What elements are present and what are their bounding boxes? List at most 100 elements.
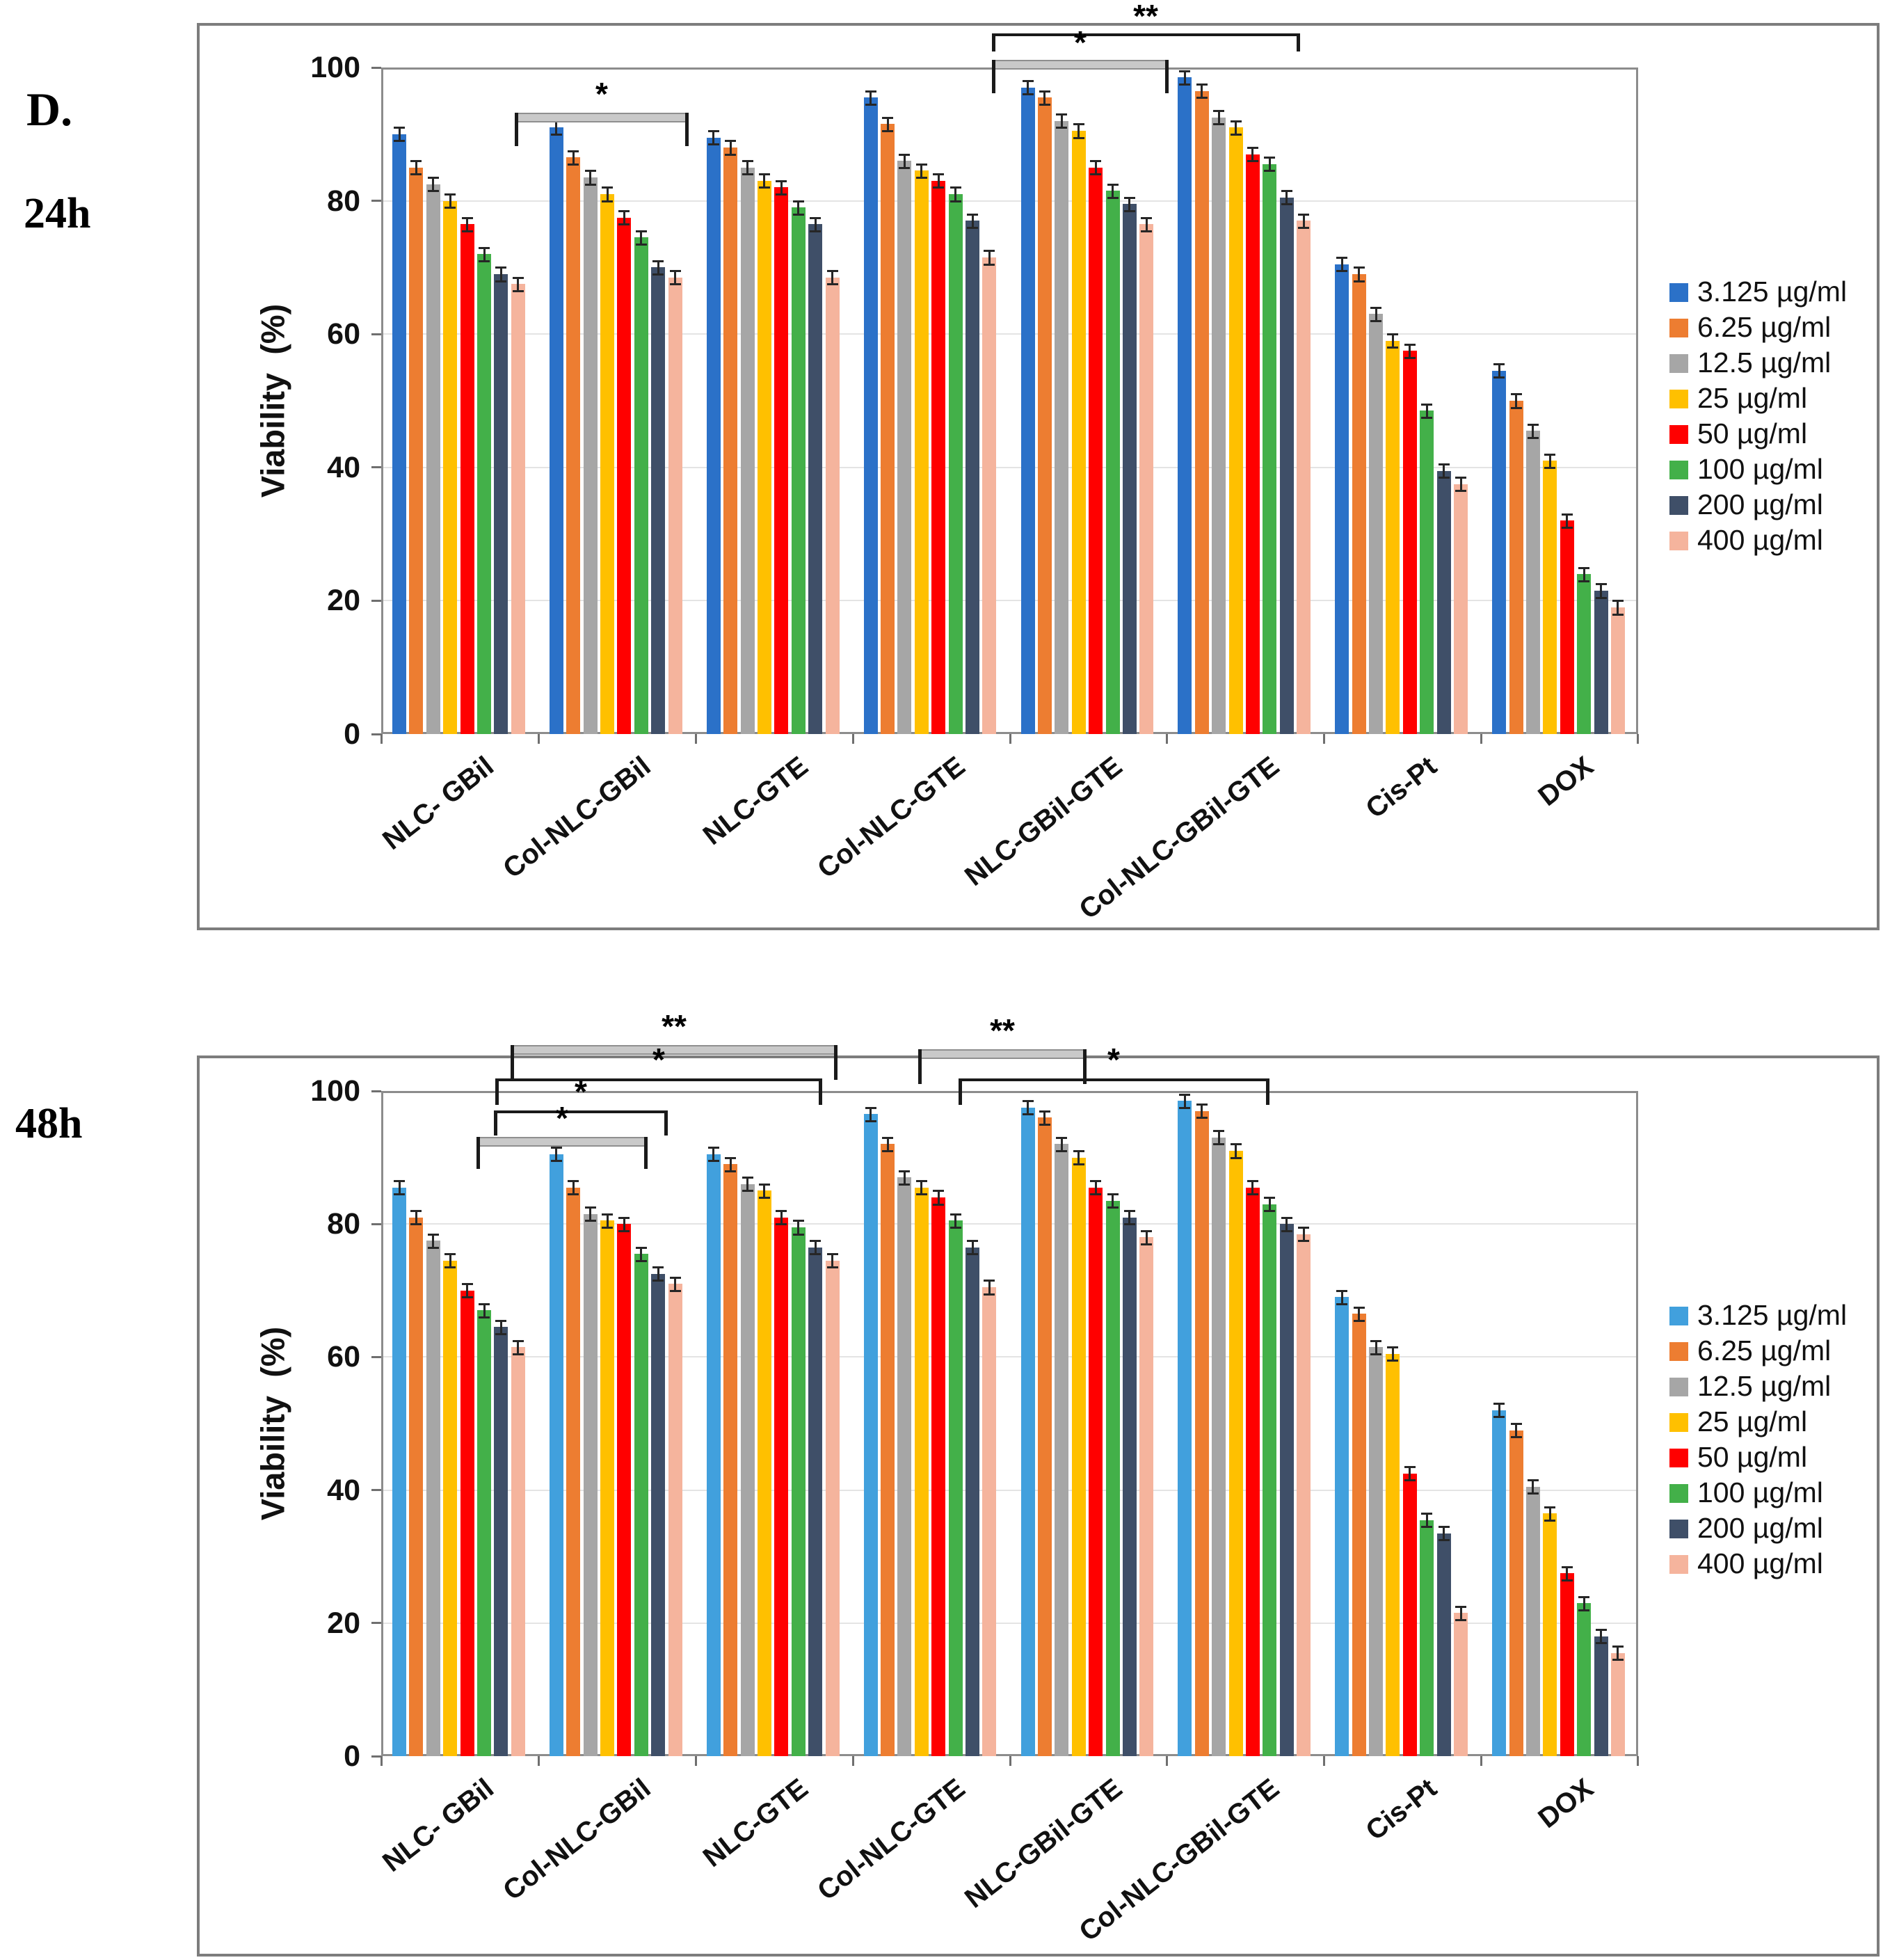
error-cap-bottom <box>1336 270 1348 273</box>
bar-NLC-GBil-GTE-25 µg/ml <box>1071 131 1086 734</box>
error-cap-top <box>1370 306 1382 309</box>
error-cap-bottom <box>742 173 753 176</box>
bar-Col-NLC-GBil-50 µg/ml <box>617 1224 632 1756</box>
bar-DOX-12.5 µg/ml <box>1525 1486 1540 1756</box>
error-cap-bottom <box>1090 1193 1102 1196</box>
bar-NLC-GBil-GTE-25 µg/ml <box>1071 1157 1086 1756</box>
y-tick-label-80: 80 <box>327 1207 360 1241</box>
bar-Col-NLC-GTE-25 µg/ml <box>914 170 929 734</box>
bar-Col-NLC-GBil-200 µg/ml <box>651 267 666 734</box>
error-bar-Col-NLC-GBil-3.125 µg/ml <box>555 1147 558 1161</box>
bar-NLC-GTE-6.25 µg/ml <box>723 1164 738 1756</box>
error-cap-bottom <box>444 1266 456 1269</box>
error-bar-Col-NLC-GTE-12.5 µg/ml <box>903 1170 906 1184</box>
error-cap-bottom <box>1455 1619 1467 1622</box>
error-cap-top <box>1073 1150 1084 1153</box>
error-bar-Col-NLC-GBil-GTE-200 µg/ml <box>1285 191 1288 205</box>
significance-bracket-1-0 <box>511 1045 838 1055</box>
error-bar-NLC-GBil-GTE-25 µg/ml <box>1077 1151 1080 1165</box>
error-cap-top <box>1213 110 1225 113</box>
error-cap-bottom <box>1353 1319 1365 1322</box>
error-cap-top <box>1298 213 1310 216</box>
x-tick-5 <box>1166 734 1169 744</box>
error-cap-bottom <box>742 1190 753 1193</box>
error-cap-bottom <box>1370 1353 1382 1355</box>
bar-NLC- GBil-25 µg/ml <box>443 1260 458 1756</box>
y-axis-title: Viability (%) <box>254 303 291 498</box>
error-bar-Cis-Pt-50 µg/ml <box>1409 344 1411 358</box>
error-bar-DOX-50 µg/ml <box>1566 513 1569 528</box>
significance-label-0-2: * <box>1074 24 1087 61</box>
error-cap-bottom <box>410 173 422 176</box>
error-cap-top <box>1404 343 1416 346</box>
error-cap-bottom <box>602 1226 614 1229</box>
error-bar-Col-NLC-GBil-50 µg/ml <box>623 210 625 225</box>
error-cap-top <box>1455 1605 1467 1608</box>
legend-label-6.25 µg/ml: 6.25 µg/ml <box>1697 1334 1832 1367</box>
error-bar-Col-NLC-GBil-3.125 µg/ml <box>555 120 558 134</box>
bracket-tick-right <box>644 1137 648 1169</box>
error-cap-bottom <box>1510 406 1522 409</box>
error-cap-bottom <box>1107 1206 1119 1209</box>
error-cap-top <box>427 1233 439 1236</box>
error-bar-NLC-GBil-GTE-50 µg/ml <box>1094 161 1097 175</box>
error-bar-Col-NLC-GBil-GTE-50 µg/ml <box>1251 1181 1254 1195</box>
bar-Cis-Pt-50 µg/ml <box>1402 351 1417 734</box>
error-cap-top <box>1107 1193 1119 1196</box>
significance-label-1-1: ** <box>990 1012 1015 1049</box>
error-cap-bottom <box>461 230 473 232</box>
error-bar-Col-NLC-GTE-400 µg/ml <box>988 250 991 264</box>
error-cap-bottom <box>984 263 995 266</box>
error-bar-Col-NLC-GBil-GTE-50 µg/ml <box>1251 147 1254 161</box>
error-cap-top <box>1264 1196 1276 1199</box>
bar-NLC- GBil-200 µg/ml <box>494 1327 508 1756</box>
legend-label-6.25 µg/ml: 6.25 µg/ml <box>1697 311 1832 343</box>
error-bar-NLC-GBil-GTE-25 µg/ml <box>1077 124 1080 138</box>
error-cap-bottom <box>652 1280 664 1282</box>
error-cap-top <box>776 180 787 182</box>
error-cap-top <box>652 260 664 262</box>
error-bar-NLC- GBil-100 µg/ml <box>483 247 486 261</box>
error-cap-bottom <box>1123 1223 1135 1226</box>
bar-NLC- GBil-3.125 µg/ml <box>392 1187 406 1756</box>
error-cap-top <box>568 150 579 152</box>
panel-label: D. <box>26 83 73 136</box>
error-cap-top <box>568 1180 579 1183</box>
error-cap-top <box>1247 146 1258 149</box>
error-bar-NLC-GBil-GTE-6.25 µg/ml <box>1043 90 1046 104</box>
error-bar-Cis-Pt-6.25 µg/ml <box>1358 1307 1361 1321</box>
error-bar-NLC-GBil-GTE-100 µg/ml <box>1112 184 1114 198</box>
bar-NLC-GBil-GTE-3.125 µg/ml <box>1020 87 1035 734</box>
error-bar-Cis-Pt-200 µg/ml <box>1443 1527 1445 1540</box>
error-bar-DOX-200 µg/ml <box>1600 1630 1603 1643</box>
error-bar-NLC-GTE-3.125 µg/ml <box>712 1147 715 1161</box>
legend-marker-25 µg/ml <box>1669 390 1688 408</box>
error-bar-NLC-GBil-GTE-200 µg/ml <box>1128 197 1131 211</box>
error-cap-top <box>1404 1466 1416 1469</box>
significance-bracket-0-0 <box>515 113 689 122</box>
legend-label-100 µg/ml: 100 µg/ml <box>1697 453 1823 485</box>
x-tick-3 <box>851 1756 854 1766</box>
x-tick-3 <box>851 734 854 744</box>
significance-bracket-1-4 <box>494 1110 668 1113</box>
error-bar-Cis-Pt-6.25 µg/ml <box>1358 267 1361 281</box>
error-bar-NLC-GBil-GTE-12.5 µg/ml <box>1060 1137 1063 1152</box>
error-cap-top <box>865 1106 876 1109</box>
error-bar-Col-NLC-GBil-GTE-3.125 µg/ml <box>1183 70 1186 84</box>
error-bar-Col-NLC-GTE-200 µg/ml <box>971 1241 974 1254</box>
error-cap-top <box>1336 1289 1348 1292</box>
bar-NLC-GBil-GTE-100 µg/ml <box>1105 191 1120 734</box>
error-cap-bottom <box>1213 123 1225 126</box>
error-bar-NLC-GTE-3.125 µg/ml <box>712 131 715 145</box>
bar-Col-NLC-GBil-6.25 µg/ml <box>566 1187 581 1756</box>
x-tick-4 <box>1009 1756 1011 1766</box>
gridline-y60 <box>383 333 1636 335</box>
error-bar-NLC- GBil-3.125 µg/ml <box>398 127 401 141</box>
error-bar-Cis-Pt-100 µg/ml <box>1425 404 1428 417</box>
error-cap-bottom <box>1196 1117 1208 1120</box>
error-bar-Col-NLC-GBil-GTE-3.125 µg/ml <box>1183 1094 1186 1108</box>
bracket-tick-left <box>992 33 995 51</box>
error-bar-Cis-Pt-12.5 µg/ml <box>1375 1340 1377 1354</box>
legend-marker-12.5 µg/ml <box>1669 1378 1688 1396</box>
significance-label-1-5: * <box>556 1100 568 1136</box>
